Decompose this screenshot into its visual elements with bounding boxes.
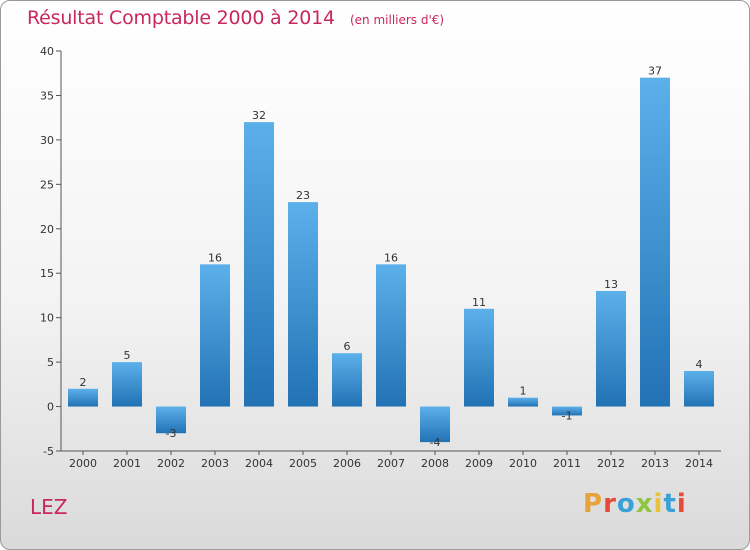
y-tick-label: 10 (40, 312, 54, 325)
logo-letter: o (616, 489, 636, 519)
bar (244, 122, 274, 407)
data-label: 1 (520, 385, 527, 398)
data-label: -4 (430, 436, 441, 449)
data-label: -1 (562, 409, 573, 422)
bar (464, 308, 494, 407)
y-tick-label: 15 (40, 267, 54, 280)
x-tick-label: 2010 (509, 457, 537, 470)
x-tick-label: 2002 (157, 457, 185, 470)
y-tick-label: 40 (40, 45, 54, 58)
bar (288, 202, 318, 407)
data-label: -3 (166, 427, 177, 440)
logo-letter: x (635, 489, 654, 519)
data-label: 16 (384, 251, 398, 264)
y-tick-label: 30 (40, 134, 54, 147)
y-tick-label: 25 (40, 178, 54, 191)
bar (68, 388, 98, 407)
x-tick-label: 2013 (641, 457, 669, 470)
bar (420, 406, 450, 443)
chart-title: Résultat Comptable 2000 à 2014 (27, 7, 335, 29)
data-label: 13 (604, 278, 618, 291)
bar (552, 406, 582, 416)
bar (156, 406, 186, 434)
data-label: 5 (124, 349, 131, 362)
data-label: 37 (648, 65, 662, 78)
data-label: 32 (252, 109, 266, 122)
x-tick-label: 2007 (377, 457, 405, 470)
title-row: Résultat Comptable 2000 à 2014 (en milli… (27, 7, 444, 29)
bar (596, 291, 626, 407)
bar (200, 264, 230, 407)
x-tick-label: 2006 (333, 457, 361, 470)
commune-name: LEZ (30, 495, 68, 519)
bar (332, 353, 362, 407)
bar (112, 362, 142, 407)
x-tick-label: 2011 (553, 457, 581, 470)
logo-letter: t (663, 489, 677, 519)
x-tick-label: 2004 (245, 457, 273, 470)
x-tick-label: 2008 (421, 457, 449, 470)
logo-letter: i (676, 489, 687, 519)
chart-unit: (en milliers d'€) (349, 13, 445, 27)
data-label: 4 (696, 358, 703, 371)
x-tick-label: 2001 (113, 457, 141, 470)
data-label: 11 (472, 296, 486, 309)
y-tick-label: 35 (40, 89, 54, 102)
x-tick-label: 2003 (201, 457, 229, 470)
logo-letter: P (583, 489, 604, 519)
bar (684, 371, 714, 407)
logo-letter: r (603, 489, 617, 519)
data-label: 6 (344, 340, 351, 353)
logo-letter: i (653, 489, 664, 519)
x-tick-label: 2005 (289, 457, 317, 470)
bar (508, 397, 538, 407)
y-tick-label: 20 (40, 223, 54, 236)
proxiti-logo[interactable]: Proxiti (583, 489, 687, 519)
y-tick-label: 5 (47, 356, 54, 369)
x-tick-label: 2012 (597, 457, 625, 470)
y-tick-label: 0 (47, 401, 54, 414)
data-label: 23 (296, 189, 310, 202)
bar (376, 264, 406, 407)
bar (640, 77, 670, 407)
x-tick-label: 2014 (685, 457, 713, 470)
data-label: 16 (208, 251, 222, 264)
y-tick-label: -5 (43, 445, 54, 458)
x-tick-label: 2000 (69, 457, 97, 470)
x-tick-label: 2009 (465, 457, 493, 470)
data-label: 2 (80, 376, 87, 389)
